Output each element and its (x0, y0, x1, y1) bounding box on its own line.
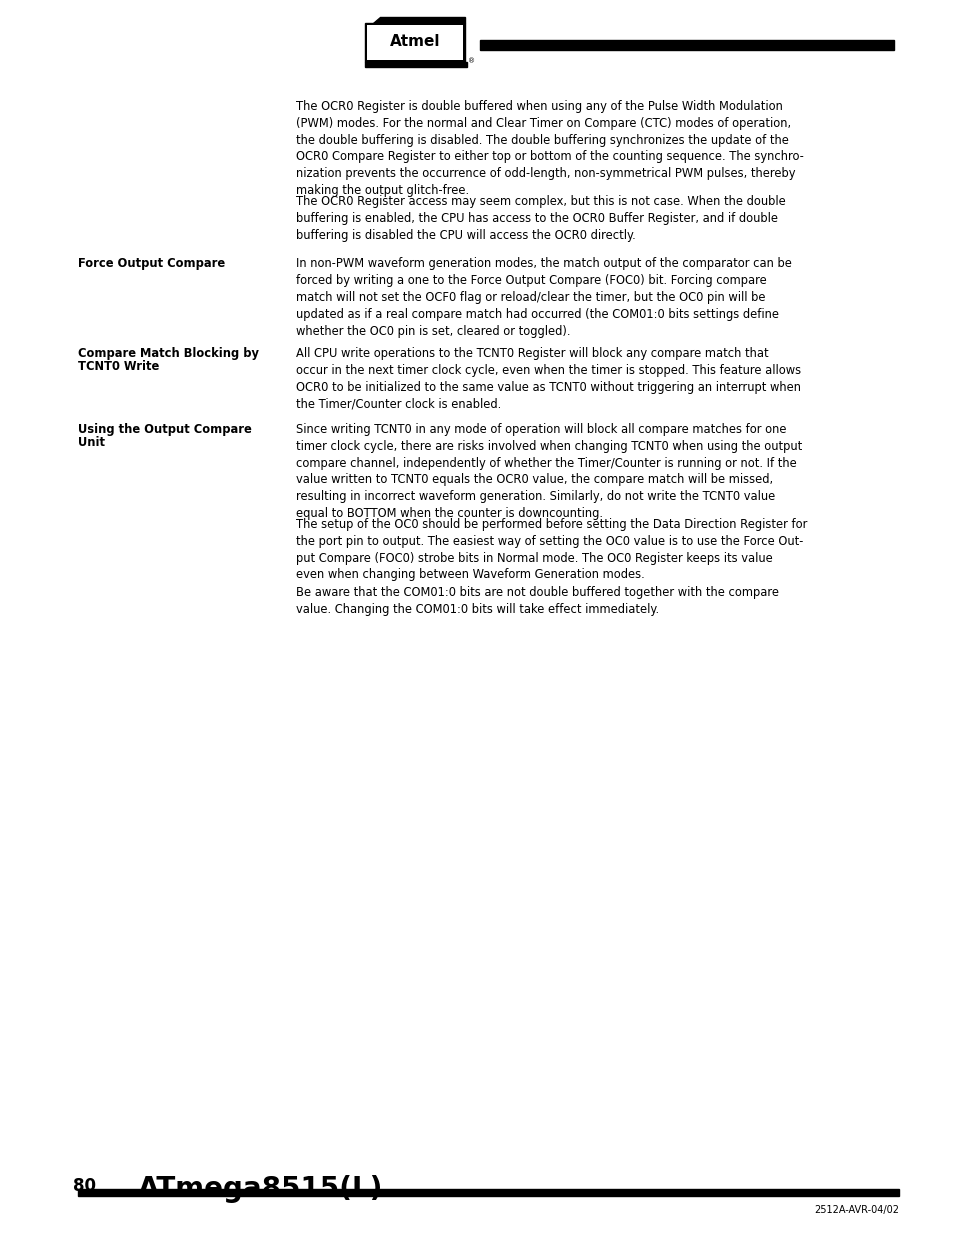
Bar (367, 25, 462, 61)
Text: ®: ® (468, 58, 475, 64)
Bar (365, 62, 467, 67)
Bar (78, 1189, 898, 1195)
Text: Since writing TCNT0 in any mode of operation will block all compare matches for : Since writing TCNT0 in any mode of opera… (295, 424, 801, 520)
Text: 2512A-AVR-04/02: 2512A-AVR-04/02 (813, 1205, 898, 1215)
Text: Unit: Unit (78, 436, 105, 450)
Text: Using the Output Compare: Using the Output Compare (78, 424, 252, 436)
Text: The OCR0 Register access may seem complex, but this is not case. When the double: The OCR0 Register access may seem comple… (295, 195, 784, 242)
Text: In non-PWM waveform generation modes, the match output of the comparator can be
: In non-PWM waveform generation modes, th… (295, 258, 791, 337)
Text: The OCR0 Register is double buffered when using any of the Pulse Width Modulatio: The OCR0 Register is double buffered whe… (295, 100, 802, 198)
Text: All CPU write operations to the TCNT0 Register will block any compare match that: All CPU write operations to the TCNT0 Re… (295, 347, 800, 410)
Text: TCNT0 Write: TCNT0 Write (78, 361, 159, 373)
Bar (479, 40, 893, 49)
Text: Atmel: Atmel (390, 35, 439, 49)
Text: Force Output Compare: Force Output Compare (78, 258, 225, 270)
Text: The setup of the OC0 should be performed before setting the Data Direction Regis: The setup of the OC0 should be performed… (295, 517, 806, 582)
Text: ATmega8515(L): ATmega8515(L) (138, 1174, 383, 1203)
Text: Be aware that the COM01:0 bits are not double buffered together with the compare: Be aware that the COM01:0 bits are not d… (295, 585, 778, 616)
Text: 80: 80 (73, 1177, 96, 1195)
Bar (365, 23, 464, 62)
Polygon shape (373, 17, 464, 23)
Text: Compare Match Blocking by: Compare Match Blocking by (78, 347, 259, 359)
